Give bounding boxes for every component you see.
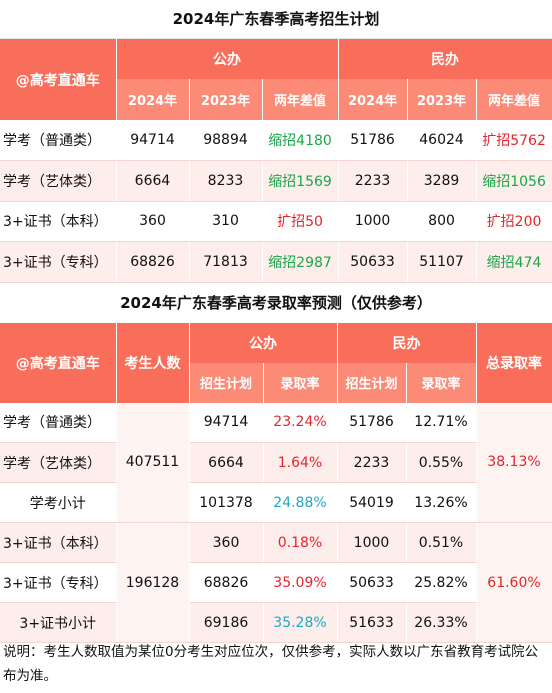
public-2023-value: 310 [189,201,263,242]
public-2023-value: 71813 [189,241,263,283]
public-2024-value: 94714 [116,120,190,161]
row-name: 3+证书（本科） [0,522,117,563]
public-rate-value: 0.18% [263,522,338,563]
row-name: 3+证书（专科） [0,562,117,603]
private-rate-value: 12.71% [406,402,477,443]
private-2024-value: 50633 [338,241,408,283]
examinees-header: 考生人数 [116,322,190,403]
private-2023-value: 3289 [407,160,477,202]
private-group-header: 民办 [338,39,552,79]
public-2024-value: 6664 [116,160,190,202]
public-rate-value: 1.64% [263,442,338,483]
table-row: 3+证书小计 69186 35.28% 51633 26.33% [0,602,552,643]
private-diff-value: 扩招200 [476,201,552,242]
private-rate-value: 26.33% [406,602,477,643]
enrollment-plan-table: @高考直通车 公办 民办 2024年 2023年 两年差值 2024年 2023… [0,39,552,283]
private-2024-value: 1000 [338,201,408,242]
table-row: 学考（艺体类） 6664 1.64% 2233 0.55% [0,442,552,483]
public-diff-value: 缩招4180 [262,120,339,161]
table-row: 学考（普通类） 407511 94714 23.24% 51786 12.71% 38.13… [0,402,552,523]
private-plan-value: 50633 [337,562,407,603]
private-rate-value: 25.82% [406,562,477,603]
private-rate-value: 0.55% [406,442,477,483]
table-row: 3+证书（专科） 68826 35.09% 50633 25.82% [0,562,552,603]
public-diff-header: 两年差值 [262,79,339,120]
brand-header: @高考直通车 [0,39,117,120]
footnote: 说明：考生人数取值为某位0分考生对应位次，仅供参考，实际人数以广东省教育考试院公… [3,644,539,684]
public-rate-value: 23.24% [263,402,338,443]
private-rate-header: 录取率 [406,362,477,403]
private-2023-value: 51107 [407,241,477,283]
row-name: 学考（艺体类） [0,160,117,202]
table2-title: 2024年广东春季高考录取率预测（仅供参考） [120,293,432,312]
public-rate-value: 35.09% [263,562,338,603]
public-plan-value: 360 [189,522,264,563]
public-group-header: 公办 [116,39,339,79]
private-group-header-2: 民办 [337,322,477,363]
private-plan-value: 51633 [337,602,407,643]
public-plan-value: 68826 [189,562,264,603]
public-diff-value: 缩招1569 [262,160,339,202]
row-name: 3+证书（专科） [0,241,117,283]
total-rate-header: 总录取率 [476,322,552,403]
public-plan-value: 6664 [189,442,264,483]
table1-title: 2024年广东春季高考招生计划 [0,0,552,39]
public-group-header-2: 公办 [189,322,338,363]
public-plan-value: 101378 [189,482,264,523]
brand-header-2: @高考直通车 [0,322,117,403]
public-2023-value: 98894 [189,120,263,161]
row-name: 学考小计 [0,482,117,523]
row-name: 学考（普通类） [0,120,117,161]
public-2023-header: 2023年 [189,79,263,120]
table-row: 3+证书（本科） 360 310 扩招50 1000 800 扩招200 [0,201,552,242]
public-2024-header: 2024年 [116,79,190,120]
private-2024-value: 51786 [338,120,408,161]
private-diff-value: 扩招5762 [476,120,552,161]
row-name: 学考（普通类） [0,402,117,443]
private-plan-value: 54019 [337,482,407,523]
public-2024-value: 360 [116,201,190,242]
public-2024-value: 68826 [116,241,190,283]
row-name: 3+证书小计 [0,602,117,643]
private-2023-value: 46024 [407,120,477,161]
table-row: 3+证书（本科） 196128 360 0.18% 1000 0.51% 61.60% [0,522,552,643]
table-row: 学考（普通类） 94714 98894 缩招4180 51786 46024 扩招5762 [0,120,552,161]
total-rate-cert-value: 61.60% [476,522,552,643]
private-plan-header: 招生计划 [337,362,407,403]
public-diff-value: 扩招50 [262,201,339,242]
table-row: 3+证书（专科） 68826 71813 缩招2987 50633 51107 缩招474 [0,241,552,283]
private-diff-value: 缩招474 [476,241,552,283]
public-rate-header: 录取率 [263,362,338,403]
public-diff-value: 缩招2987 [262,241,339,283]
table-row: 学考小计 101378 24.88% 54019 13.26% [0,482,552,523]
private-2024-value: 2233 [338,160,408,202]
public-plan-value: 94714 [189,402,264,443]
private-diff-value: 缩招1056 [476,160,552,202]
private-plan-value: 1000 [337,522,407,563]
examinees-cert-value: 196128 [116,522,190,643]
examinees-academic-value: 407511 [116,402,190,523]
admission-rate-table: @高考直通车 考生人数 公办 民办 总录取率 招生计划 录取率 招生计划 录取率… [0,322,552,643]
row-name: 学考（艺体类） [0,442,117,483]
public-plan-header: 招生计划 [189,362,264,403]
private-plan-value: 2233 [337,442,407,483]
public-rate-value: 35.28% [263,602,338,643]
table-row: 学考（艺体类） 6664 8233 缩招1569 2233 3289 缩招1056 [0,160,552,202]
row-name: 3+证书（本科） [0,201,117,242]
public-rate-value: 24.88% [263,482,338,523]
total-rate-academic-value: 38.13% [476,402,552,523]
private-plan-value: 51786 [337,402,407,443]
public-2023-value: 8233 [189,160,263,202]
private-2024-header: 2024年 [338,79,408,120]
public-plan-value: 69186 [189,602,264,643]
private-diff-header: 两年差值 [476,79,552,120]
private-2023-value: 800 [407,201,477,242]
private-rate-value: 13.26% [406,482,477,523]
private-2023-header: 2023年 [407,79,477,120]
private-rate-value: 0.51% [406,522,477,563]
